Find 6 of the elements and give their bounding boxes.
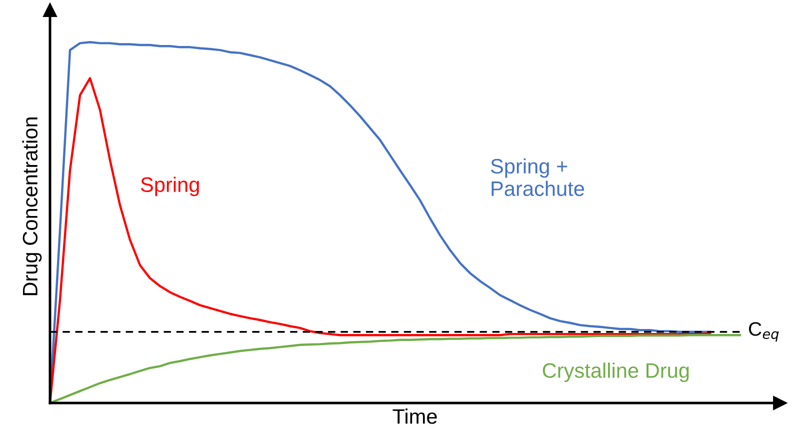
x-axis-title: Time	[392, 408, 437, 424]
text: Spring + Parachute	[490, 158, 584, 196]
ref-line-label: C$_{eq}$	[748, 322, 779, 342]
y-axis-title: Drug Concentration	[22, 118, 42, 296]
series-label: Spring	[140, 176, 199, 196]
series-label: Crystalline Drug	[542, 362, 689, 382]
